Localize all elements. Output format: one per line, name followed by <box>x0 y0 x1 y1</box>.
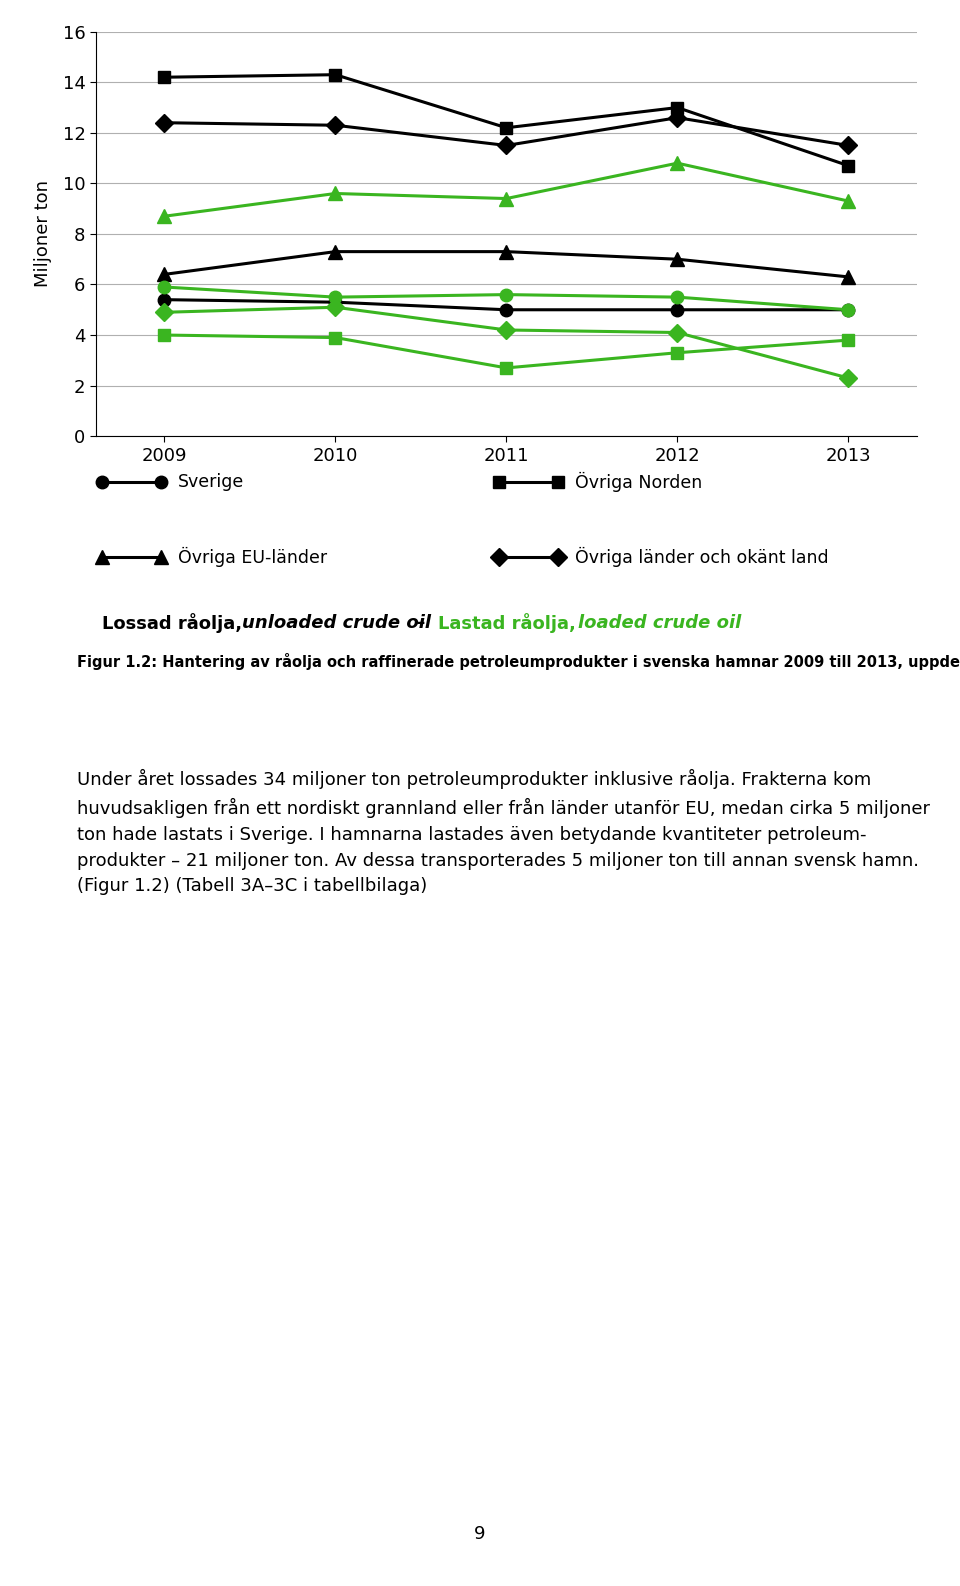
Y-axis label: Miljoner ton: Miljoner ton <box>34 181 52 287</box>
Text: Övriga Norden: Övriga Norden <box>575 471 703 492</box>
Text: Figur 1.2: Hantering av råolja och raffinerade petroleumprodukter i svenska hamn: Figur 1.2: Hantering av råolja och raffi… <box>77 653 960 671</box>
Text: Övriga länder och okänt land: Övriga länder och okänt land <box>575 547 828 568</box>
Text: loaded crude oil: loaded crude oil <box>578 614 741 633</box>
Text: Sverige: Sverige <box>179 473 245 490</box>
Text: –: – <box>410 614 432 633</box>
Text: Lastad råolja,: Lastad råolja, <box>438 614 583 633</box>
Text: unloaded crude oil: unloaded crude oil <box>242 614 431 633</box>
Text: 9: 9 <box>474 1526 486 1543</box>
Text: Lossad råolja,: Lossad råolja, <box>102 614 249 633</box>
Text: Övriga EU-länder: Övriga EU-länder <box>179 547 327 568</box>
Text: Under året lossades 34 miljoner ton petroleumprodukter inklusive råolja. Frakter: Under året lossades 34 miljoner ton petr… <box>77 769 930 896</box>
